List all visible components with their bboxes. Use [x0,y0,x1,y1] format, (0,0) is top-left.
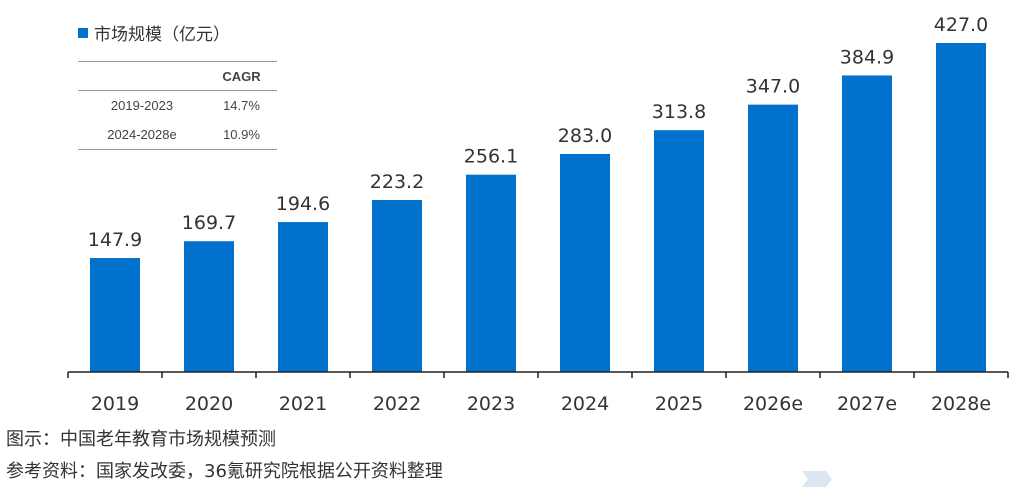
data-label: 283.0 [558,125,612,147]
x-tick-label: 2024 [561,393,609,415]
bar [372,200,422,372]
bar [842,75,892,372]
source-caption: 参考资料：国家发改委，36氪研究院根据公开资料整理 [6,461,443,482]
x-tick-label: 2022 [373,393,421,415]
bar [278,222,328,372]
x-tick-label: 2021 [279,393,327,415]
data-label: 223.2 [370,171,424,193]
x-tick-label: 2028e [931,393,991,415]
data-label: 384.9 [840,46,894,68]
bar [936,43,986,372]
cagr-value: 14.7% [206,90,277,120]
data-label: 194.6 [276,193,330,215]
legend-swatch [78,27,88,38]
watermark-logo [800,463,844,493]
x-tick-label: 2020 [185,393,233,415]
cagr-table-empty-header [78,61,206,91]
cagr-period: 2019-2023 [78,90,206,120]
figure-caption: 图示：中国老年教育市场规模预测 [6,429,276,450]
cagr-table-row: 2019-2023 14.7% [78,90,277,120]
cagr-table-header: CAGR [206,61,277,91]
bar [90,258,140,372]
x-tick-label: 2027e [837,393,897,415]
bar [748,104,798,372]
data-label: 347.0 [746,76,800,98]
bar [560,153,610,372]
cagr-table-header-row: CAGR [78,61,277,91]
logo-icon [802,470,832,487]
x-tick-label: 2026e [743,393,803,415]
bar [184,241,234,372]
data-label: 169.7 [182,212,236,234]
cagr-value: 10.9% [206,120,277,150]
cagr-period: 2024-2028e [78,120,206,150]
data-label: 147.9 [88,229,142,251]
data-label: 313.8 [652,101,706,123]
data-label: 256.1 [464,146,518,168]
x-tick-label: 2025 [655,393,703,415]
chart-legend: 市场规模（亿元） [78,20,230,45]
x-tick-label: 2019 [91,393,139,415]
legend-label: 市场规模（亿元） [94,25,230,45]
cagr-table-row: 2024-2028e 10.9% [78,120,277,150]
cagr-table: CAGR 2019-2023 14.7% 2024-2028e 10.9% [78,61,277,150]
bar [466,174,516,372]
bar [654,130,704,372]
data-label: 427.0 [934,14,988,36]
x-tick-label: 2023 [467,393,515,415]
